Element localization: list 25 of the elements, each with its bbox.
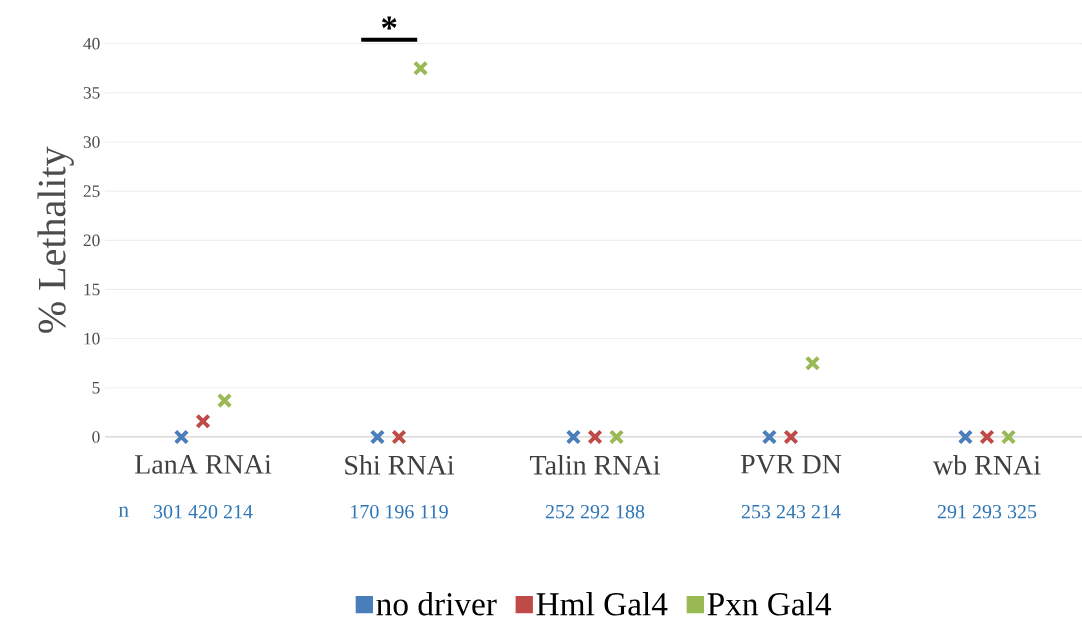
y-tick-label: 40 — [83, 37, 100, 50]
y-tick-label: 15 — [84, 283, 100, 296]
x-tick-label: Shi RNAi — [345, 455, 455, 475]
legend-label: Pxn Gal4 — [707, 592, 832, 616]
y-tick-label: 0 — [92, 431, 100, 443]
text: 291 293 325 — [937, 504, 1037, 519]
y-tick-label: 20 — [83, 234, 100, 247]
y-tick-label: 30 — [83, 136, 100, 148]
text: 253 243 214 — [741, 504, 841, 519]
y-tick-label: 5 — [92, 382, 100, 394]
x-tick-label: Talin RNAi — [529, 455, 660, 475]
text: * — [381, 16, 397, 30]
text: n — [118, 506, 129, 517]
text: 170 196 119 — [351, 504, 448, 519]
y-tick-label: 35 — [83, 87, 100, 99]
x-tick-label: LanA RNAi — [135, 455, 272, 474]
y-tick-label: 10 — [84, 332, 100, 345]
x-tick-label: PVR DN — [740, 455, 842, 474]
x-tick-label: wb RNAi — [932, 455, 1041, 475]
y-axis-title: % Lethality — [37, 146, 74, 333]
legend-label: no driver — [376, 592, 497, 616]
y-tick-label: 25 — [83, 185, 100, 197]
text: 252 292 188 — [545, 504, 645, 519]
text: 301 420 214 — [153, 504, 253, 519]
legend-label: Hml Gal4 — [536, 592, 668, 616]
